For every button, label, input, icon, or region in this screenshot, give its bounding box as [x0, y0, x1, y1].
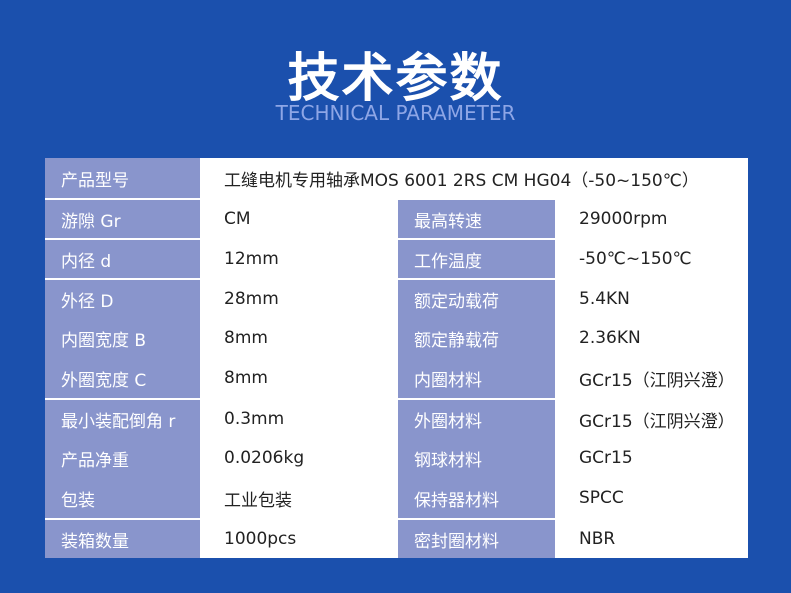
subtitle: TECHNICAL PARAMETER [275, 101, 516, 125]
param-label: 保持器材料 [398, 478, 555, 518]
param-label: 额定静载荷 [398, 318, 555, 358]
param-label: 额定动载荷 [398, 280, 555, 318]
table-row: 内径 d 12mm 工作温度 -50℃~150℃ [45, 238, 748, 278]
table-row: 产品型号 工缝电机专用轴承MOS 6001 2RS CM HG04（-50~150… [45, 158, 748, 198]
param-label: 外径 D [45, 280, 200, 318]
param-label: 密封圈材料 [398, 520, 555, 558]
table-row: 内圈宽度 B 8mm 额定静载荷 2.36KN [45, 318, 748, 358]
param-label: 内径 d [45, 240, 200, 278]
param-value: 5.4KN [555, 280, 748, 318]
param-value: 0.3mm [200, 400, 398, 438]
param-value: 2.36KN [555, 318, 748, 358]
param-value: 29000rpm [555, 200, 748, 238]
param-value: 8mm [200, 358, 398, 398]
param-label: 外圈宽度 C [45, 358, 200, 398]
table-row: 产品净重 0.0206kg 钢球材料 GCr15 [45, 438, 748, 478]
table-row: 装箱数量 1000pcs 密封圈材料 NBR [45, 518, 748, 558]
param-label: 产品型号 [45, 158, 200, 198]
param-label: 内圈材料 [398, 358, 555, 398]
param-value: GCr15（江阴兴澄） [555, 358, 748, 398]
spec-table: 产品型号 工缝电机专用轴承MOS 6001 2RS CM HG04（-50~150… [45, 158, 748, 558]
param-value: SPCC [555, 478, 748, 518]
param-value: 28mm [200, 280, 398, 318]
param-label: 游隙 Gr [45, 200, 200, 238]
table-row: 外圈宽度 C 8mm 内圈材料 GCr15（江阴兴澄） [45, 358, 748, 398]
param-value: 1000pcs [200, 520, 398, 558]
table-row: 包装 工业包装 保持器材料 SPCC [45, 478, 748, 518]
param-value: 8mm [200, 318, 398, 358]
param-value: GCr15 [555, 438, 748, 478]
param-label: 外圈材料 [398, 400, 555, 438]
param-label: 钢球材料 [398, 438, 555, 478]
param-label: 装箱数量 [45, 520, 200, 558]
param-label: 内圈宽度 B [45, 318, 200, 358]
param-value: 12mm [200, 240, 398, 278]
param-value: GCr15（江阴兴澄） [555, 400, 748, 438]
param-label: 包装 [45, 478, 200, 518]
param-value: 工业包装 [200, 478, 398, 518]
param-value: 0.0206kg [200, 438, 398, 478]
param-label: 最小装配倒角 r [45, 400, 200, 438]
title: 技术参数 [287, 49, 504, 109]
param-label: 最高转速 [398, 200, 555, 238]
param-value: CM [200, 200, 398, 238]
param-label: 产品净重 [45, 438, 200, 478]
param-value: -50℃~150℃ [555, 240, 748, 278]
table-row: 游隙 Gr CM 最高转速 29000rpm [45, 198, 748, 238]
param-label: 工作温度 [398, 240, 555, 278]
param-value: 工缝电机专用轴承MOS 6001 2RS CM HG04（-50~150℃） [200, 158, 748, 198]
table-row: 外径 D 28mm 额定动载荷 5.4KN [45, 278, 748, 318]
table-row: 最小装配倒角 r 0.3mm 外圈材料 GCr15（江阴兴澄） [45, 398, 748, 438]
param-value: NBR [555, 520, 748, 558]
